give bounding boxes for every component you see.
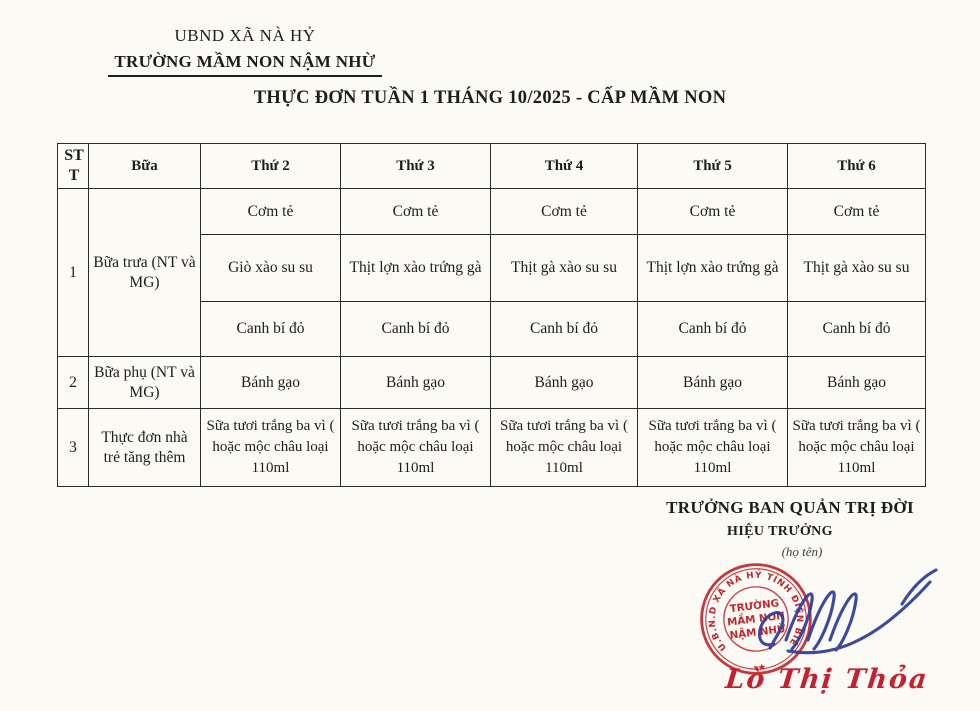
- sign-note: (họ tên): [781, 544, 823, 559]
- menu-cell: Cơm tẻ: [787, 188, 926, 235]
- stamp-star-icon: ★: [757, 662, 767, 674]
- menu-cell: Bánh gạo: [490, 356, 638, 409]
- approver-title: TRƯỞNG BAN QUẢN TRỊ ĐỜI: [666, 498, 914, 517]
- table-row: 1 Bữa trưa (NT và MG) Cơm tẻ Cơm tẻ Cơm …: [57, 188, 926, 357]
- menu-cell: Sữa tươi trắng ba vì ( hoặc mộc châu loạ…: [490, 408, 638, 487]
- menu-cell: Canh bí đỏ: [637, 301, 788, 357]
- menu-cell: Bánh gạo: [200, 356, 341, 409]
- table-row: 2 Bữa phụ (NT và MG) Bánh gạo Bánh gạo B…: [57, 356, 926, 409]
- stt-cell: 2: [57, 356, 89, 409]
- menu-cell: Bánh gạo: [637, 356, 788, 409]
- menu-cell: Canh bí đỏ: [787, 301, 926, 357]
- signature-icon: [758, 568, 938, 655]
- menu-cell: Thịt lợn xào trứng gà: [637, 234, 788, 302]
- org-name: UBND XÃ NÀ HỶ: [174, 26, 316, 45]
- menu-table: STT Bữa Thứ 2 Thứ 3 Thứ 4 Thứ 5 Thứ 6 1 …: [57, 143, 926, 487]
- principal-title: HIỆU TRƯỞNG: [727, 524, 833, 539]
- table-row: 3 Thực đơn nhà trẻ tăng thêm Sữa tươi tr…: [57, 408, 926, 487]
- menu-cell: Bánh gạo: [340, 356, 491, 409]
- menu-cell: Canh bí đỏ: [490, 301, 638, 357]
- menu-cell: Cơm tẻ: [340, 188, 491, 235]
- menu-cell: Sữa tươi trắng ba vì ( hoặc mộc châu loạ…: [340, 408, 491, 487]
- menu-cell: Cơm tẻ: [200, 188, 341, 235]
- document-title: THỰC ĐƠN TUẦN 1 THÁNG 10/2025 - CẤP MẦM …: [253, 88, 727, 108]
- menu-cell: Giò xào su su: [200, 234, 341, 302]
- stt-cell: 3: [57, 408, 89, 487]
- table-row: Giò xào su su Thịt lợn xào trứng gà Thịt…: [58, 234, 926, 302]
- menu-cell: Bánh gạo: [787, 356, 926, 409]
- header-cell-stt: STT: [57, 143, 89, 189]
- meal-cell: Bữa trưa (NT và MG): [88, 188, 201, 357]
- header-cell-thu6: Thứ 6: [787, 143, 926, 189]
- header-cell-thu5: Thứ 5: [637, 143, 788, 189]
- meal-cell: Thực đơn nhà trẻ tăng thêm: [88, 408, 201, 487]
- menu-cell: Thịt gà xào su su: [787, 234, 926, 302]
- letterhead: UBND XÃ NÀ HỶ TRƯỜNG MẦM NON NẬM NHỪ: [75, 26, 415, 77]
- stamp-center-line1: TRƯỜNG: [729, 596, 780, 615]
- menu-cell: Thịt gà xào su su: [490, 234, 638, 302]
- header-cell-thu2: Thứ 2: [200, 143, 341, 189]
- menu-cell: Sữa tươi trắng ba vì ( hoặc mộc châu loạ…: [200, 408, 341, 487]
- menu-cell: Canh bí đỏ: [200, 301, 341, 357]
- header-cell-bua: Bữa: [88, 143, 201, 189]
- header-cell-thu4: Thứ 4: [490, 143, 638, 189]
- menu-cell: Sữa tươi trắng ba vì ( hoặc mộc châu loạ…: [787, 408, 926, 487]
- stt-cell: 1: [57, 188, 89, 357]
- signature: [752, 552, 942, 664]
- menu-cell: Thịt lợn xào trứng gà: [340, 234, 491, 302]
- menu-cell: Cơm tẻ: [637, 188, 788, 235]
- meal-cell: Bữa phụ (NT và MG): [88, 356, 201, 409]
- menu-cell: Canh bí đỏ: [340, 301, 491, 357]
- school-name: TRƯỜNG MẦM NON NẬM NHỪ: [108, 52, 382, 77]
- table-header-row: STT Bữa Thứ 2 Thứ 3 Thứ 4 Thứ 5 Thứ 6: [57, 143, 926, 189]
- header-cell-thu3: Thứ 3: [340, 143, 491, 189]
- table-row: Canh bí đỏ Canh bí đỏ Canh bí đỏ Canh bí…: [58, 301, 926, 357]
- menu-cell: Sữa tươi trắng ba vì ( hoặc mộc châu loạ…: [637, 408, 788, 487]
- menu-cell: Cơm tẻ: [490, 188, 638, 235]
- signer-name: Lò Thị Thỏa: [723, 664, 931, 695]
